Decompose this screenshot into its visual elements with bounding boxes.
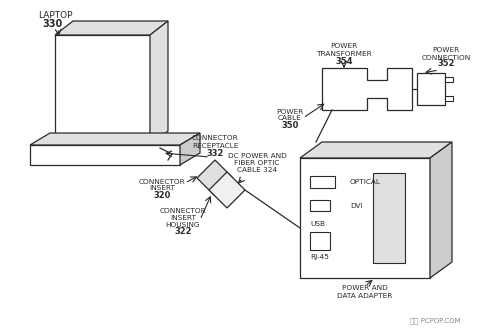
Text: 320: 320 [154,191,170,200]
Polygon shape [30,133,200,145]
Text: POWER
CONNECTION: POWER CONNECTION [422,47,470,61]
Text: 354: 354 [335,58,353,66]
Text: LAPTOP: LAPTOP [38,12,72,20]
Bar [300,158,430,278]
Text: 350: 350 [282,121,298,131]
Text: CONNECTOR
RECEPTACLE: CONNECTOR RECEPTACLE [192,136,238,148]
Bar [30,145,180,165]
Bar [310,176,335,188]
Bar [417,73,445,105]
Text: RJ-45: RJ-45 [310,254,329,260]
Text: 330: 330 [42,19,62,29]
Text: 322: 322 [174,226,192,236]
Bar [445,96,453,101]
Text: CONNECTOR
INSERT: CONNECTOR INSERT [138,179,186,191]
Text: 泡网 PCPOP.COM: 泡网 PCPOP.COM [410,318,460,324]
Text: 332: 332 [206,148,224,158]
Text: POWER
TRANSFORMER: POWER TRANSFORMER [316,43,372,57]
Text: DC POWER AND
FIBER OPTIC
CABLE 324: DC POWER AND FIBER OPTIC CABLE 324 [228,153,286,173]
Text: POWER AND
DATA ADAPTER: POWER AND DATA ADAPTER [338,286,392,298]
Polygon shape [300,142,452,158]
Polygon shape [322,68,412,110]
Bar [445,77,453,82]
Polygon shape [55,21,168,35]
Polygon shape [150,21,168,145]
Polygon shape [197,160,233,196]
Polygon shape [180,133,200,165]
Bar [310,232,330,250]
Text: CONNECTOR
INSERT
HOUSING: CONNECTOR INSERT HOUSING [160,208,206,228]
Bar [55,35,150,145]
Text: DVI: DVI [350,203,362,209]
Bar [310,200,330,211]
Polygon shape [209,172,245,208]
Text: 352: 352 [437,60,455,68]
Text: POWER
CABLE: POWER CABLE [276,109,303,121]
Bar [373,173,405,263]
Polygon shape [430,142,452,278]
Text: USB: USB [310,221,325,227]
Text: OPTICAL: OPTICAL [350,179,381,185]
